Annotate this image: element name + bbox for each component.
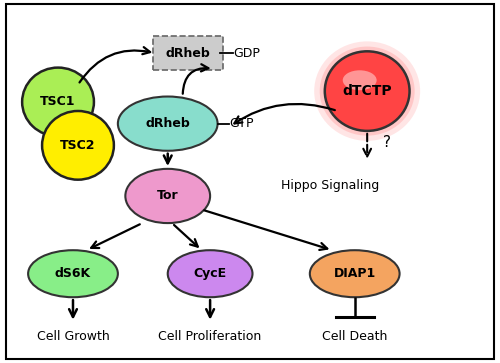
Ellipse shape — [314, 41, 420, 141]
Text: ?: ? — [383, 135, 391, 150]
Text: TSC2: TSC2 — [60, 139, 96, 152]
Ellipse shape — [22, 68, 94, 136]
Text: Hippo Signaling: Hippo Signaling — [280, 179, 379, 192]
Text: TSC1: TSC1 — [40, 95, 76, 109]
Ellipse shape — [310, 250, 400, 297]
Text: DIAP1: DIAP1 — [334, 267, 376, 280]
Text: Cell Death: Cell Death — [322, 330, 388, 343]
Text: dRheb: dRheb — [146, 117, 190, 130]
Ellipse shape — [320, 46, 414, 136]
Ellipse shape — [325, 51, 409, 131]
Ellipse shape — [118, 97, 218, 151]
Text: dS6K: dS6K — [55, 267, 91, 280]
Text: CycE: CycE — [194, 267, 226, 280]
Text: Tor: Tor — [157, 189, 178, 203]
Ellipse shape — [28, 250, 118, 297]
Ellipse shape — [126, 169, 210, 223]
Text: GDP: GDP — [234, 46, 260, 60]
Ellipse shape — [342, 70, 376, 90]
Text: Cell Proliferation: Cell Proliferation — [158, 330, 262, 343]
Ellipse shape — [42, 111, 114, 180]
Text: dRheb: dRheb — [166, 46, 210, 60]
Text: dTCTP: dTCTP — [342, 84, 392, 98]
Text: GTP: GTP — [230, 117, 254, 130]
Text: Cell Growth: Cell Growth — [36, 330, 110, 343]
Ellipse shape — [168, 250, 252, 297]
FancyBboxPatch shape — [153, 36, 222, 70]
